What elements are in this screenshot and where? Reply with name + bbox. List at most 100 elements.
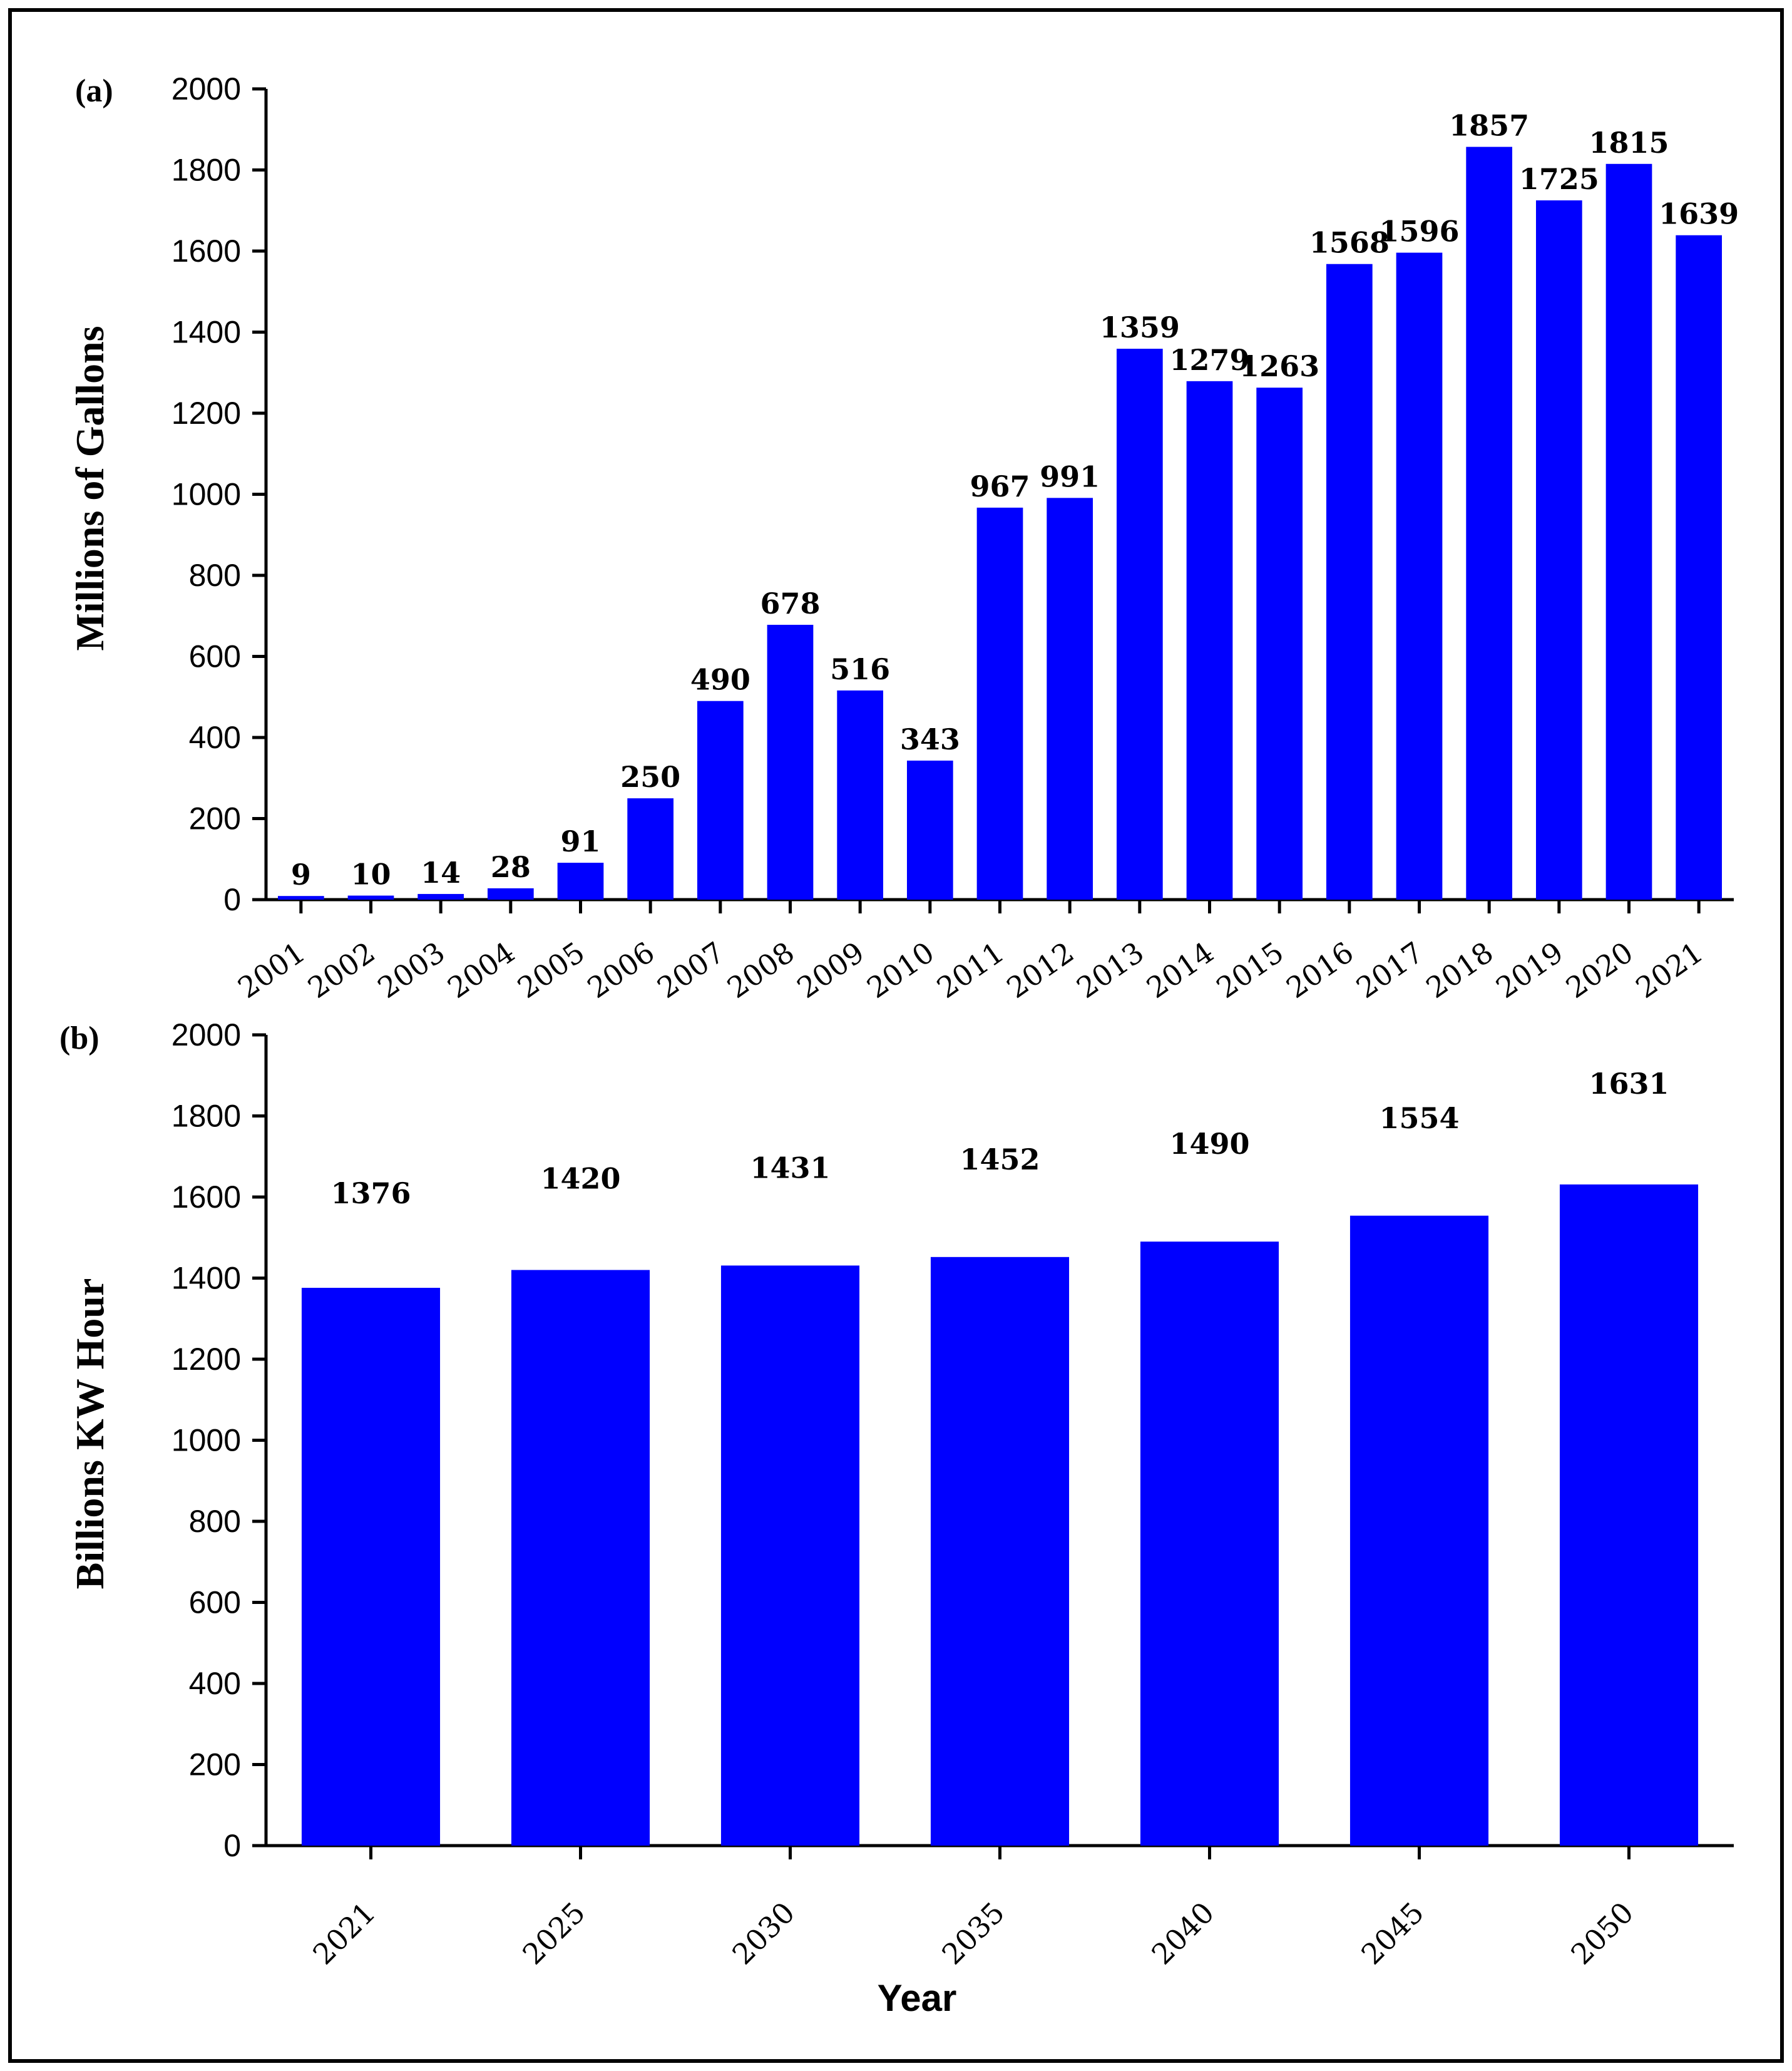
- panel-b-y-tick-label: 1600: [172, 1179, 241, 1215]
- panel-a-x-tick-label: 2003: [372, 935, 451, 1005]
- panel-a-x-tick-label: 2009: [791, 935, 871, 1005]
- panel-b-chart: (b) Billions KW Hour Year 0 200 400 600 800 1…: [59, 1017, 1734, 2019]
- panel-a-bar: [1186, 381, 1233, 900]
- panel-a-x-tick-label: 2021: [1630, 935, 1709, 1005]
- panel-a-bar: [906, 760, 953, 900]
- panel-b-y-tick-label: 600: [189, 1585, 241, 1620]
- panel-b-label: (b): [59, 1020, 100, 1056]
- panel-a-y-tick-label: 2000: [172, 71, 241, 106]
- panel-b-bar: [1140, 1241, 1279, 1846]
- panel-a-y-tick-label: 1400: [172, 315, 241, 350]
- panel-b-data-label: 1490: [1169, 1127, 1249, 1161]
- panel-b-x-tick-label: 2021: [306, 1896, 382, 1971]
- panel-a-y-axis-label: Millions of Gallons: [68, 326, 112, 650]
- panel-a-bar: [767, 624, 814, 900]
- panel-a-data-label: 1725: [1519, 162, 1599, 196]
- panel-a-data-label: 343: [900, 722, 960, 756]
- panel-a-data-label: 1568: [1309, 226, 1390, 260]
- panel-a-data-label: 9: [291, 858, 311, 892]
- panel-a-x-tick-label: 2005: [511, 935, 591, 1005]
- panel-b-y-tick-label: 200: [189, 1747, 241, 1782]
- panel-a-x-tick-label: 2014: [1140, 935, 1220, 1005]
- panel-a-data-label: 1639: [1659, 197, 1739, 231]
- panel-b-x-tick-label: 2030: [725, 1896, 801, 1971]
- panel-a-y-tick-label: 1600: [172, 234, 241, 269]
- panel-b-bar: [1559, 1184, 1699, 1846]
- panel-a-x-tick-label: 2016: [1280, 935, 1359, 1005]
- panel-b-y-tick-label: 400: [189, 1666, 241, 1701]
- panel-a-data-label: 967: [970, 470, 1030, 503]
- panel-a-x-tick-label: 2017: [1350, 935, 1430, 1005]
- panel-b-data-label: 1554: [1379, 1101, 1459, 1135]
- panel-b-y-tick-label: 1800: [172, 1099, 241, 1134]
- panel-a-data-label: 991: [1040, 460, 1100, 493]
- panel-b-y-axis-label: Billions KW Hour: [68, 1278, 112, 1590]
- panel-b-x-tick-label: 2040: [1145, 1896, 1221, 1971]
- panel-a-data-label: 1263: [1239, 349, 1319, 383]
- panel-a-data-label: 516: [830, 652, 890, 686]
- panel-a-label: (a): [75, 73, 113, 109]
- panel-a-bar: [1047, 498, 1093, 900]
- panel-b-bar: [720, 1265, 860, 1846]
- panel-a-x-tick-label: 2007: [651, 935, 730, 1005]
- panel-b-y-tick-label: 1200: [172, 1342, 241, 1377]
- panel-b-data-label: 1376: [330, 1176, 411, 1210]
- panel-b-x-axis-label: Year: [878, 1977, 957, 2019]
- panel-b-bar: [511, 1270, 650, 1846]
- panel-a-x-tick-label: 2015: [1211, 935, 1290, 1005]
- panel-a-data-label: 1815: [1589, 126, 1669, 160]
- panel-a-bar: [347, 895, 394, 900]
- panel-a-data-label: 490: [690, 663, 750, 697]
- panel-a-bar: [1396, 252, 1443, 900]
- panel-b-bar: [301, 1288, 441, 1846]
- panel-a-y-tick-label: 0: [223, 882, 241, 917]
- panel-a-y-tick-label: 1800: [172, 153, 241, 188]
- panel-a-x-tick-label: 2006: [581, 935, 661, 1005]
- panel-a-bar: [697, 701, 744, 900]
- panel-b-data-label: 1431: [750, 1151, 830, 1185]
- panel-a-x-tick-label: 2008: [721, 935, 801, 1005]
- panel-b-y-tick-label: 1400: [172, 1261, 241, 1296]
- panel-a-y-tick-label: 600: [189, 639, 241, 674]
- panel-a-x-tick-label: 2004: [441, 935, 521, 1005]
- panel-b-x-tick-label: 2045: [1354, 1896, 1430, 1971]
- panel-a-data-label: 1279: [1169, 343, 1249, 377]
- panel-a-data-label: 1359: [1100, 311, 1180, 344]
- figure-frame: [8, 8, 1784, 2063]
- panel-a-y-tick-label: 400: [189, 720, 241, 755]
- panel-a-bar: [557, 863, 604, 900]
- panel-a-x-tick-label: 2018: [1420, 935, 1500, 1005]
- panel-a-data-label: 1596: [1379, 215, 1459, 249]
- panel-a-bar: [1116, 349, 1163, 900]
- panel-a-y-tick-label: 1000: [172, 477, 241, 512]
- panel-a-bar: [627, 798, 674, 900]
- panel-a-x-tick-label: 2012: [1001, 935, 1080, 1005]
- panel-b-y-tick-label: 1000: [172, 1423, 241, 1458]
- panel-a-x-tick-label: 2020: [1560, 935, 1639, 1005]
- panel-a-x-tick-label: 2013: [1070, 935, 1150, 1005]
- panel-b-x-tick-label: 2050: [1564, 1896, 1640, 1971]
- panel-b-y-tick-label: 0: [223, 1828, 241, 1863]
- panel-a-bar: [417, 893, 464, 900]
- panel-b-data-label: 1420: [540, 1162, 620, 1196]
- panel-b-x-tick-label: 2025: [516, 1896, 591, 1971]
- panel-b-bar: [930, 1256, 1070, 1846]
- panel-a-data-label: 10: [351, 858, 391, 892]
- panel-a-bar: [487, 888, 534, 900]
- panel-a-x-tick-label: 2001: [232, 935, 311, 1005]
- panel-a-data-label: 91: [560, 825, 600, 858]
- panel-a-bar: [1535, 200, 1582, 900]
- panel-a-x-tick-label: 2019: [1490, 935, 1569, 1005]
- panel-a-data-label: 14: [421, 856, 461, 890]
- panel-a-x-tick-label: 2010: [861, 935, 940, 1005]
- panel-a-bar: [1605, 163, 1652, 900]
- panel-a-bar: [1256, 388, 1303, 900]
- panel-a-bar: [837, 690, 884, 900]
- panel-b-data-label: 1452: [960, 1143, 1040, 1176]
- panel-a-bar: [1466, 146, 1513, 900]
- panel-a-y-tick-label: 200: [189, 801, 241, 836]
- panel-a-bar: [1326, 264, 1373, 900]
- panel-a-data-label: 28: [491, 850, 531, 884]
- panel-a-data-label: 250: [620, 760, 680, 794]
